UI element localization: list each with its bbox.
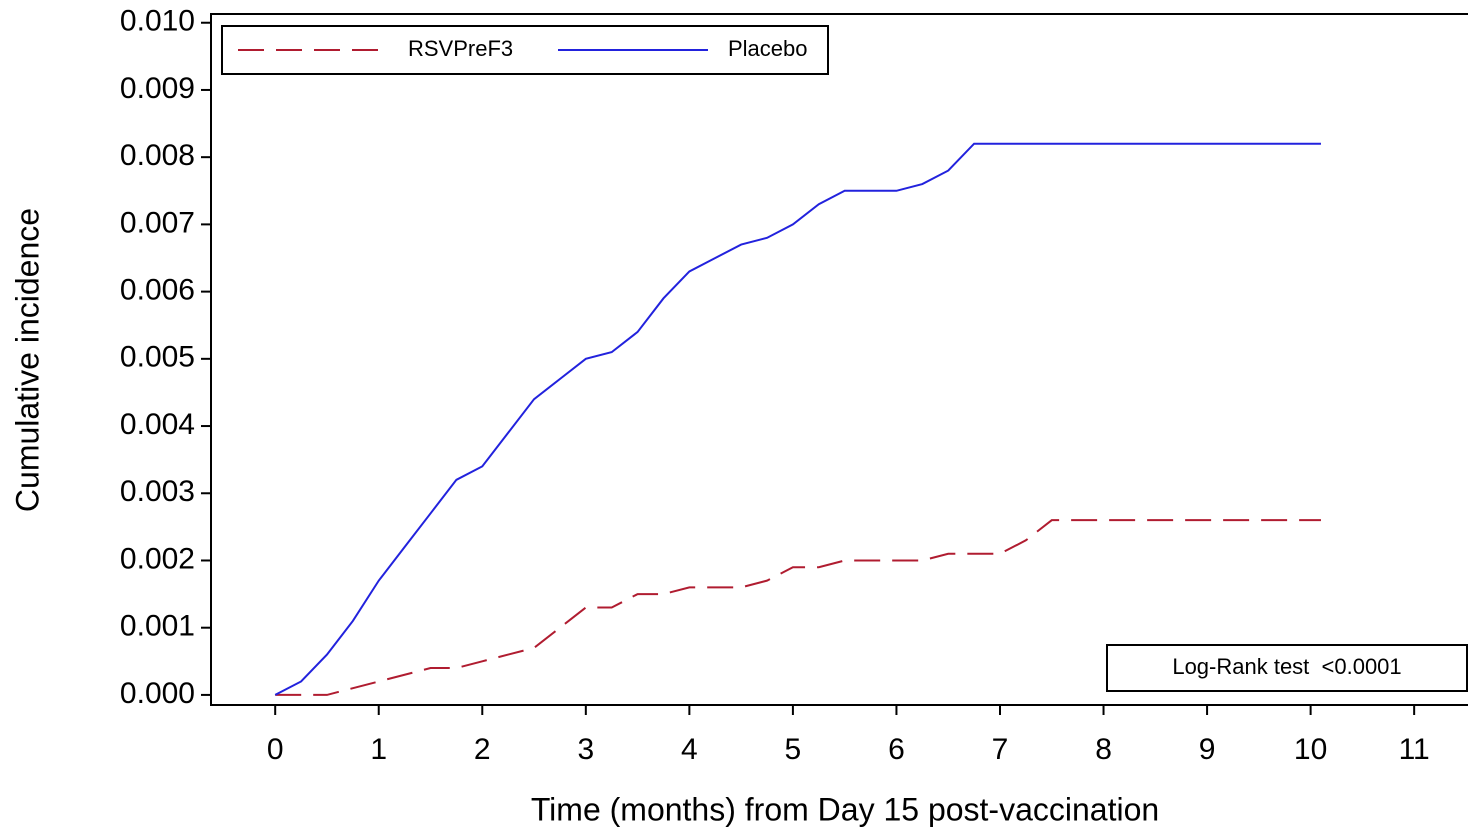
annotation: Log-Rank test <0.0001 [1172, 654, 1401, 679]
legend-label: RSVPreF3 [408, 36, 513, 61]
annotation-box [1106, 644, 1468, 692]
y-tick-label: 0.002 [120, 542, 195, 575]
y-tick-label: 0.001 [120, 610, 195, 643]
y-tick-label: 0.010 [120, 5, 195, 38]
y-tick-label: 0.003 [120, 475, 195, 508]
x-tick-label: 4 [681, 733, 698, 766]
y-tick-label: 0.006 [120, 274, 195, 307]
x-tick-label: 8 [1095, 733, 1112, 766]
y-tick-label: 0.005 [120, 341, 195, 374]
x-tick-label: 7 [992, 733, 1009, 766]
x-tick-label: 3 [577, 733, 594, 766]
x-tick-label: 1 [370, 733, 387, 766]
y-tick-label: 0.000 [120, 677, 195, 710]
x-tick-label: 2 [474, 733, 491, 766]
y-axis-title: Cumulative incidence [9, 208, 45, 512]
x-tick-label: 6 [888, 733, 905, 766]
y-tick-label: 0.004 [120, 408, 195, 441]
x-tick-label: 11 [1399, 733, 1430, 766]
y-tick-label: 0.009 [120, 72, 195, 105]
y-tick-label: 0.007 [120, 206, 195, 239]
y-tick-label: 0.008 [120, 139, 195, 172]
series-line [275, 519, 1321, 696]
series-line [274, 142, 1321, 696]
x-axis-title: Time (months) from Day 15 post-vaccinati… [531, 791, 1159, 827]
legend-label: Placebo [728, 36, 808, 61]
x-tick-label: 10 [1294, 733, 1327, 766]
x-tick-label: 9 [1199, 733, 1216, 766]
plot-frame [210, 13, 1468, 706]
x-tick-label: 5 [785, 733, 802, 766]
x-tick-label: 0 [267, 733, 284, 766]
